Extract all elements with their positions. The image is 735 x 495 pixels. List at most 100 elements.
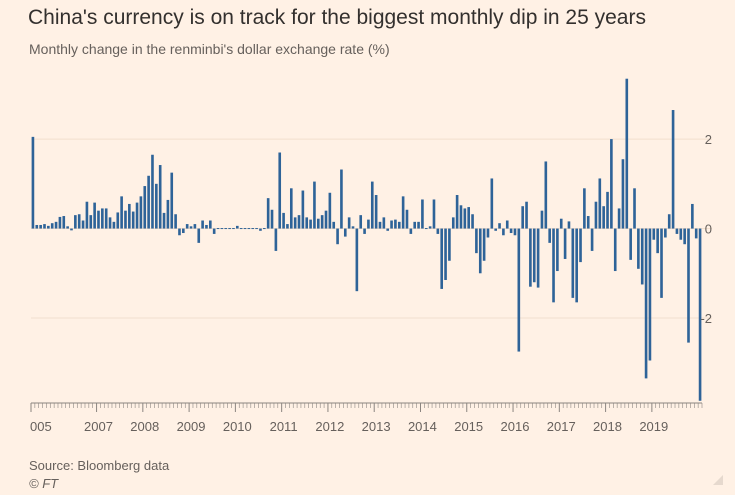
bar — [390, 220, 393, 229]
bar — [158, 165, 162, 229]
bar — [174, 214, 177, 229]
bar — [85, 201, 89, 229]
bar — [594, 201, 598, 229]
bar — [347, 217, 351, 229]
bar — [236, 225, 239, 229]
bar — [401, 196, 405, 229]
x-tick-label: 2018 — [593, 419, 622, 434]
bar — [155, 183, 158, 229]
x-axis-labels: 005 2007 2008 2009 2010 2011 2012 2013 2014 2015 2… — [30, 419, 668, 434]
bar — [648, 228, 652, 361]
bar — [494, 228, 497, 231]
bar — [97, 210, 100, 229]
bar — [251, 228, 255, 230]
bar — [397, 221, 401, 229]
bar — [475, 228, 478, 254]
y-tick-label: -2 — [700, 311, 712, 326]
bar — [436, 228, 440, 234]
bar — [243, 228, 247, 230]
chart-subtitle: Monthly change in the renminbi's dollar … — [29, 41, 390, 57]
bar — [170, 172, 174, 229]
x-tick-label: 2017 — [547, 419, 576, 434]
bar — [316, 218, 320, 229]
bar — [116, 212, 120, 229]
bar — [644, 228, 648, 379]
bar — [667, 214, 671, 229]
bar — [548, 228, 551, 243]
bar — [282, 212, 285, 229]
bar — [652, 228, 656, 240]
bar — [621, 159, 625, 229]
bar — [193, 224, 197, 229]
bar — [583, 188, 586, 229]
x-tick-label: 2014 — [408, 419, 437, 434]
bar — [633, 188, 636, 229]
bar — [413, 221, 417, 229]
bar — [108, 217, 112, 229]
bar — [263, 228, 266, 230]
bar — [239, 228, 243, 230]
bar — [162, 212, 166, 229]
bar — [428, 226, 432, 229]
bar — [247, 228, 251, 230]
x-tick-label: 2007 — [84, 419, 113, 434]
bar — [559, 218, 563, 229]
bar — [54, 221, 58, 229]
bar — [185, 224, 189, 229]
bar — [409, 228, 413, 234]
bar — [610, 139, 613, 229]
bar — [74, 215, 77, 229]
bar — [266, 198, 270, 229]
bar — [216, 228, 220, 230]
bar — [417, 221, 420, 229]
bar — [313, 181, 316, 229]
source-note: Source: Bloomberg data — [29, 458, 170, 473]
bar — [278, 152, 282, 229]
bar — [579, 228, 582, 263]
bar — [378, 221, 382, 229]
y-tick-label: 0 — [705, 222, 712, 237]
bar — [529, 228, 532, 287]
bar — [386, 228, 390, 231]
bar — [343, 228, 347, 237]
bar — [35, 224, 39, 229]
bar — [540, 210, 544, 229]
bar — [151, 154, 154, 229]
bar — [228, 228, 231, 230]
bar — [536, 228, 540, 288]
bar — [224, 228, 228, 230]
bar — [189, 226, 193, 229]
x-tick-label: 2013 — [362, 419, 391, 434]
x-tick-label: 2015 — [454, 419, 483, 434]
bar — [664, 228, 667, 238]
bar — [602, 206, 605, 229]
bar — [405, 209, 409, 229]
x-axis — [30, 402, 703, 412]
bar — [424, 228, 428, 230]
bar — [490, 178, 494, 229]
bar — [367, 219, 370, 229]
bar — [340, 169, 343, 229]
bar — [205, 224, 208, 229]
x-tick-label: 2012 — [315, 419, 344, 434]
bar — [517, 228, 521, 352]
bar — [498, 223, 501, 229]
bar — [274, 228, 278, 251]
bar — [532, 228, 536, 283]
bar — [687, 228, 690, 343]
bar — [525, 201, 528, 229]
bar — [220, 228, 224, 230]
x-tick-label: 2009 — [177, 419, 206, 434]
bar — [135, 202, 139, 229]
bar — [451, 217, 455, 229]
bar — [382, 217, 386, 229]
y-axis-labels: 2 0 -2 — [700, 132, 712, 326]
bar — [432, 199, 436, 229]
bar — [336, 228, 339, 245]
bar — [606, 191, 609, 229]
bar — [320, 215, 324, 229]
bar — [544, 161, 548, 229]
bar — [552, 228, 555, 303]
bar — [31, 136, 35, 229]
bar — [575, 228, 578, 303]
